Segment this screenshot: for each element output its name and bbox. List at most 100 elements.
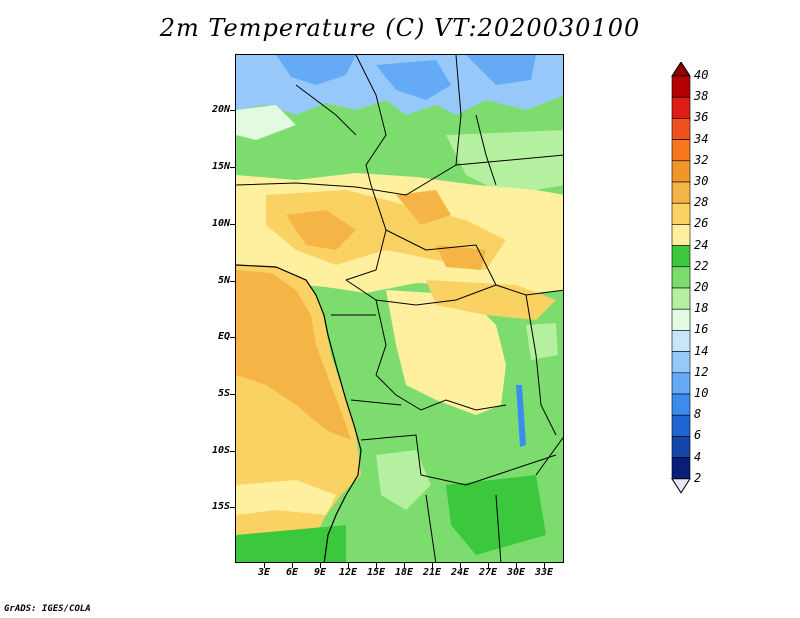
xtick-mark: [320, 563, 321, 568]
hot-core-center: [396, 190, 451, 225]
grads-credit: GrADS: IGES/COLA: [4, 604, 91, 614]
colorbar-label: 32: [694, 152, 709, 167]
x-axis-label: 24E: [450, 567, 470, 578]
ytick-mark: [230, 167, 235, 168]
central-africa-warm: [426, 280, 556, 320]
colorbar-segment: [671, 202, 691, 225]
congo-basin: [386, 290, 506, 415]
country-borders: [236, 55, 563, 562]
sahara-cold-patch-west: [276, 55, 356, 85]
x-axis-label: 6E: [285, 567, 299, 578]
colorbar-label: 18: [694, 301, 709, 316]
x-axis-label: 18E: [394, 567, 414, 578]
y-axis-label: 5N: [217, 275, 230, 286]
colorbar-label: 28: [694, 195, 709, 210]
xtick-mark: [264, 563, 265, 568]
colorbar-segment: [671, 245, 691, 268]
xtick-mark: [404, 563, 405, 568]
colorbar-segment: [671, 266, 691, 289]
xtick-mark: [348, 563, 349, 568]
ytick-mark: [230, 394, 235, 395]
colorbar-label: 16: [694, 322, 709, 337]
ytick-mark: [230, 507, 235, 508]
colorbar-segment: [671, 287, 691, 310]
sahara-cold-patch-center: [376, 60, 451, 100]
east-african-highlands: [526, 323, 558, 360]
colorbar-label: 6: [694, 428, 702, 443]
colorbar-segment: [671, 308, 691, 331]
colorbar-label: 20: [694, 280, 709, 294]
xtick-mark: [516, 563, 517, 568]
colorbar-label: 36: [694, 110, 709, 125]
southwest-land: [236, 525, 346, 562]
hot-core-west: [286, 210, 356, 250]
colorbar-segment: [671, 118, 691, 140]
temperature-colorbar: [671, 62, 691, 494]
colorbar-label: 30: [694, 174, 709, 188]
ytick-mark: [230, 110, 235, 111]
xtick-mark: [544, 563, 545, 568]
colorbar-segment: [671, 351, 691, 374]
xtick-mark: [376, 563, 377, 568]
x-axis-label: 3E: [257, 567, 271, 578]
ytick-mark: [230, 337, 235, 338]
angola-highlands-cool: [376, 450, 431, 510]
y-axis-label: 10N: [211, 218, 230, 229]
xtick-mark: [488, 563, 489, 568]
lake-tanganyika: [516, 385, 526, 447]
nile-river: [475, 114, 497, 186]
y-axis-label: 5S: [217, 388, 230, 399]
ytick-mark: [230, 451, 235, 452]
colorbar-top-arrow: [671, 62, 691, 77]
zambia-warm: [446, 475, 546, 555]
colorbar-segment: [671, 414, 691, 437]
colorbar-label: 8: [694, 407, 702, 422]
sahara-cold-patch-east: [466, 55, 536, 85]
colorbar-segment: [671, 372, 691, 395]
colorbar-segment: [671, 436, 691, 458]
y-axis-label: 20N: [211, 104, 230, 115]
x-axis-label: 15E: [366, 567, 386, 578]
hot-core-east: [436, 245, 486, 270]
colorbar-bottom-arrow: [671, 478, 691, 494]
map-title: 2m Temperature (C) VT:2020030100: [159, 14, 641, 42]
y-axis-label: 15N: [211, 161, 230, 172]
colorbar-label: 4: [694, 449, 702, 464]
x-axis-label: 12E: [338, 567, 358, 578]
colorbar-segment: [671, 75, 691, 98]
x-axis-label: 9E: [313, 567, 327, 578]
gulf-warm-water: [236, 270, 351, 440]
colorbar-segment: [671, 181, 691, 204]
colorbar-label: 26: [694, 216, 709, 231]
x-axis-label: 21E: [422, 567, 442, 578]
y-axis-label: 15S: [211, 501, 230, 512]
colorbar-label: 10: [694, 386, 709, 400]
y-axis-label: 10S: [211, 445, 230, 456]
coastline: [236, 264, 362, 562]
sahel-east-mild: [446, 130, 563, 195]
x-axis-label: 30E: [506, 567, 526, 578]
colorbar-segment: [671, 139, 691, 162]
xtick-mark: [432, 563, 433, 568]
map-canvas: [236, 55, 563, 562]
colorbar-label: 2: [694, 470, 702, 485]
colorbar-segment: [671, 393, 691, 416]
colorbar-label: 14: [694, 343, 709, 358]
colorbar-segment: [671, 330, 691, 352]
x-axis-label: 27E: [478, 567, 498, 578]
ytick-mark: [230, 224, 235, 225]
colorbar-label: 34: [694, 131, 709, 146]
southern-ocean-mild: [236, 480, 336, 515]
colorbar-label: 24: [694, 237, 709, 252]
temperature-map: [235, 54, 564, 563]
colorbar-label: 22: [694, 258, 709, 273]
colorbar-label: 38: [694, 89, 709, 104]
colorbar-label: 40: [694, 68, 709, 82]
colorbar-label: 12: [694, 364, 709, 379]
colorbar-segment: [671, 224, 691, 246]
ytick-mark: [230, 281, 235, 282]
sahara-mild-west: [236, 105, 296, 140]
colorbar-segment: [671, 96, 691, 119]
xtick-mark: [292, 563, 293, 568]
y-axis-label: EQ: [217, 331, 230, 342]
